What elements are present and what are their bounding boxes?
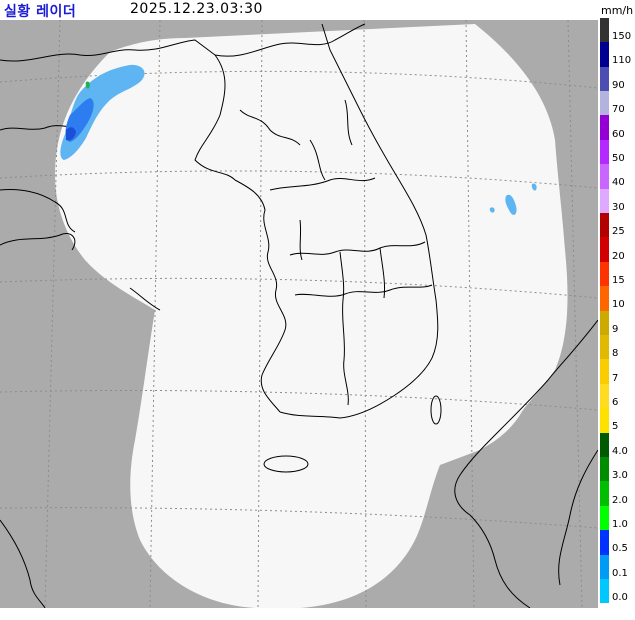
legend-label: 0.5 (612, 543, 628, 555)
coastlines (0, 23, 598, 608)
legend-swatch (600, 383, 609, 409)
legend-entry: 0.0 (600, 579, 635, 605)
legend-swatch (600, 530, 609, 555)
legend-entry: 9 (600, 310, 635, 337)
legend-label: 10 (612, 299, 625, 311)
radar-coverage-area (55, 24, 568, 608)
legend-entry: 3.0 (600, 457, 635, 483)
legend-label: 6 (612, 397, 619, 408)
legend-label: 90 (612, 79, 625, 91)
legend-entry: 110 (600, 42, 635, 68)
legend-label: 0.1 (612, 567, 628, 579)
legend-swatch (600, 237, 609, 262)
legend-entry: 0.1 (600, 554, 635, 581)
bottom-strip (0, 608, 635, 620)
radar-map[interactable] (0, 20, 598, 608)
legend-swatch (600, 66, 609, 91)
legend-label: 1.0 (612, 519, 628, 530)
legend-swatch (600, 579, 609, 604)
legend-swatch (600, 261, 609, 287)
legend-swatch (600, 310, 609, 335)
legend-entry: 70 (600, 91, 635, 117)
legend-entry: 20 (600, 237, 635, 264)
legend-swatch (600, 17, 609, 43)
legend-entry: 150 (600, 17, 635, 44)
legend-entry: 60 (600, 115, 635, 142)
legend-entry: 2.0 (600, 481, 635, 508)
legend-label: 110 (612, 55, 632, 67)
legend-entry: 5 (600, 408, 635, 434)
page-title: 실황 레이더 (4, 4, 77, 20)
jeju-island (263, 455, 309, 473)
legend-swatch (600, 335, 609, 360)
legend-label: 9 (612, 323, 619, 335)
legend-label: 20 (612, 250, 625, 262)
legend-swatch (600, 408, 609, 433)
legend-label: 2.0 (612, 494, 628, 506)
timestamp: 2025.12.23.03:30 (130, 1, 263, 17)
precip-legend: 150 110 90 70 60 50 40 30 25 20 15 10 9 8 7 6 5 4.0 3.0 2.0… (600, 17, 635, 608)
legend-entry: 50 (600, 139, 635, 166)
legend-entry: 7 (600, 359, 635, 386)
legend-label: 30 (612, 201, 625, 213)
legend-swatch (600, 139, 609, 165)
legend-swatch (600, 505, 609, 531)
legend-swatch (600, 188, 609, 213)
legend-swatch (600, 164, 609, 189)
legend-label: 15 (612, 275, 625, 286)
legend-label: 8 (612, 348, 619, 360)
legend-entry: 4.0 (600, 432, 635, 459)
legend-entry: 15 (600, 261, 635, 288)
legend-swatch (600, 359, 609, 384)
legend-label: 5 (612, 421, 619, 433)
legend-label: 0.0 (612, 592, 628, 604)
legend-entry: 0.5 (600, 530, 635, 556)
legend-entry: 8 (600, 335, 635, 361)
legend-swatch (600, 286, 609, 311)
legend-swatch (600, 91, 609, 116)
header-bar: 실황 레이더 2025.12.23.03:30 mm/h (0, 0, 635, 20)
legend-entry: 25 (600, 213, 635, 239)
legend-swatch (600, 213, 609, 238)
legend-label: 7 (612, 372, 619, 384)
legend-label: 70 (612, 104, 625, 116)
legend-label: 3.0 (612, 470, 628, 482)
legend-swatch (600, 42, 609, 67)
legend-swatch (600, 554, 609, 579)
legend-label: 25 (612, 226, 625, 238)
legend-label: 150 (612, 31, 632, 42)
legend-entry: 1.0 (600, 505, 635, 532)
legend-entry: 30 (600, 188, 635, 215)
legend-swatch (600, 481, 609, 506)
legend-entry: 40 (600, 164, 635, 190)
legend-swatch (600, 432, 609, 457)
legend-swatch (600, 115, 609, 140)
legend-swatch (600, 457, 609, 482)
legend-label: 4.0 (612, 445, 628, 457)
legend-label: 40 (612, 177, 625, 189)
legend-entry: 6 (600, 383, 635, 410)
legend-label: 60 (612, 128, 625, 140)
rain-echoes (60, 64, 537, 215)
legend-label: 50 (612, 153, 625, 164)
unit-label: mm/h (601, 4, 634, 17)
legend-entry: 90 (600, 66, 635, 93)
lat-lon-grid (0, 20, 598, 608)
radar-map-canvas (0, 20, 598, 608)
legend-entry: 10 (600, 286, 635, 312)
